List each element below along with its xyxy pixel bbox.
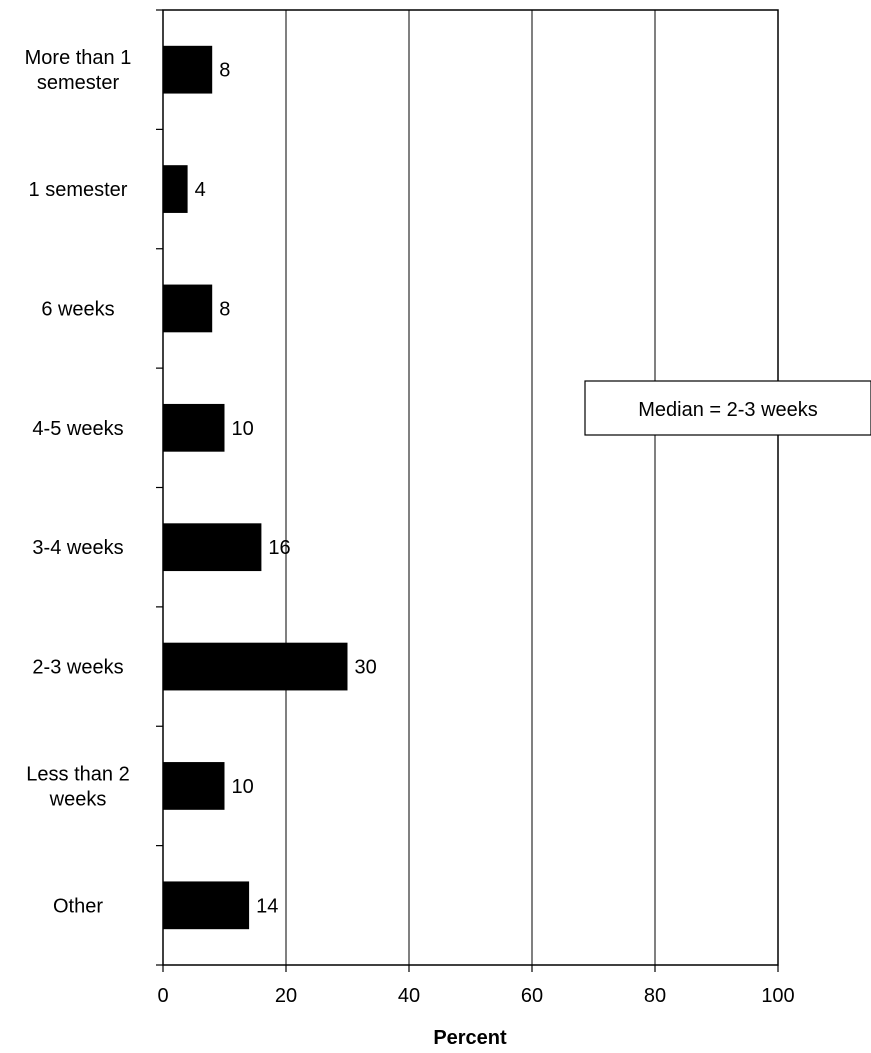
x-tick-label: 60 [521, 985, 543, 1007]
category-label-line: More than 1 [25, 47, 132, 69]
category-label-line: Less than 2 [26, 763, 129, 785]
value-label: 4 [195, 179, 206, 201]
bar [163, 881, 250, 930]
bars [163, 45, 348, 930]
median-annotation: Median = 2-3 weeks [584, 380, 871, 436]
category-label: More than 1 semester [25, 47, 132, 94]
gridlines [285, 10, 656, 965]
x-tick-label: 100 [761, 985, 794, 1007]
bar [163, 523, 262, 572]
median-annotation-text: Median = 2-3 weeks [638, 399, 818, 421]
bar [163, 165, 188, 213]
value-label: 8 [219, 60, 230, 82]
bar [163, 403, 225, 452]
bar [163, 642, 348, 691]
category-label: Less than 2 weeks [26, 763, 129, 810]
category-label: 2-3 weeks [32, 657, 123, 679]
category-label: Other [53, 895, 103, 917]
x-axis-ticks: 0 20 40 60 80 100 [157, 965, 795, 1007]
category-label: 3-4 weeks [32, 537, 123, 559]
bar [163, 762, 225, 810]
bar [163, 284, 213, 333]
category-label-line: 3-4 weeks [32, 537, 123, 559]
category-ticks [156, 9, 163, 966]
category-label-line: 2-3 weeks [32, 657, 123, 679]
value-label: 16 [268, 537, 290, 559]
category-label-line: 6 weeks [41, 298, 114, 320]
median-annotation-box [584, 380, 871, 436]
bar [163, 45, 213, 94]
category-label-line: 4-5 weeks [32, 418, 123, 440]
category-label: 1 semester [29, 179, 128, 201]
category-label-line: weeks [49, 788, 107, 810]
category-label-line: Other [53, 895, 103, 917]
category-label-line: 1 semester [29, 179, 128, 201]
x-tick-label: 20 [275, 985, 297, 1007]
x-tick-label: 80 [644, 985, 666, 1007]
plot-frame [162, 9, 779, 966]
category-label: 6 weeks [41, 298, 114, 320]
value-label: 30 [355, 657, 377, 679]
value-label: 10 [232, 776, 254, 798]
category-label: 4-5 weeks [32, 418, 123, 440]
x-axis-title: Percent [433, 1027, 507, 1049]
value-label: 10 [232, 418, 254, 440]
value-label: 8 [219, 298, 230, 320]
category-label-line: semester [37, 72, 120, 94]
category-labels: More than 1 semester 1 semester 6 weeks 4-5 … [25, 47, 132, 917]
value-label: 14 [256, 895, 278, 917]
x-tick-label: 40 [398, 985, 420, 1007]
value-labels: 8 4 8 10 16 30 10 14 [195, 60, 377, 918]
x-tick-label: 0 [157, 985, 168, 1007]
